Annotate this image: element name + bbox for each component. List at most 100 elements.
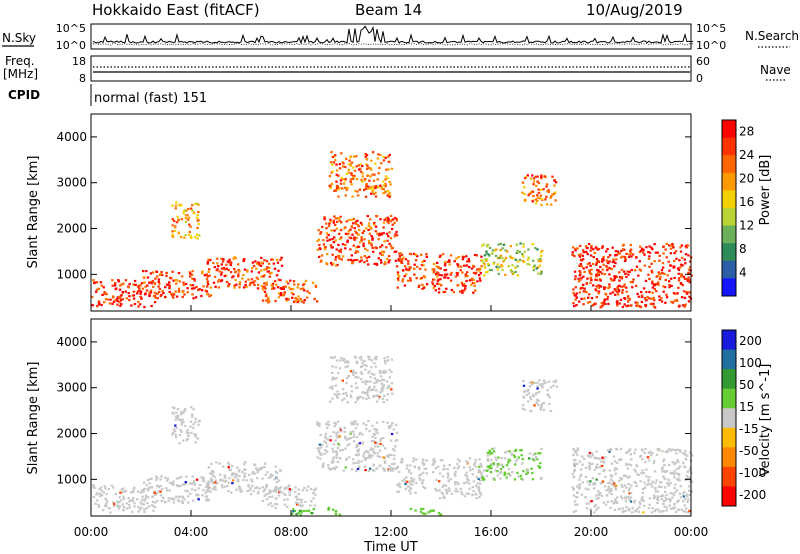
heatmap-cell [675,257,678,260]
heatmap-cell [367,166,370,169]
heatmap-cell [408,469,411,472]
heatmap-cell [279,279,282,282]
heatmap-cell [360,238,363,241]
heatmap-cell [539,194,543,197]
heatmap-cell [385,398,389,401]
heatmap-cell [227,268,230,272]
heatmap-cell [667,463,671,466]
heatmap-cell [194,489,197,492]
heatmap-cell [675,478,679,481]
heatmap-cell [363,255,366,258]
heatmap-cell [628,298,631,301]
heatmap-cell [589,456,592,459]
heatmap-cell [338,187,341,190]
heatmap-cell [665,256,668,259]
heatmap-cell [614,293,617,296]
heatmap-cell [264,287,267,290]
heatmap-cell [577,277,580,280]
heatmap-cell [478,458,481,461]
heatmap-cell [136,292,139,295]
heatmap-cell [588,451,592,455]
heatmap-cell [536,199,539,202]
heatmap-cell [190,488,194,491]
heatmap-cell [155,270,159,273]
heatmap-cell [688,469,691,472]
heatmap-cell [111,302,114,305]
heatmap-cell [436,465,440,468]
heatmap-cell [421,459,425,462]
heatmap-cell [184,234,187,237]
heatmap-cell [177,219,180,222]
heatmap-cell [551,193,554,196]
heatmap-cell [431,283,435,286]
heatmap-cell [398,255,402,258]
heatmap-cell [456,490,459,493]
heatmap-cell [143,510,146,514]
heatmap-cell [348,159,351,162]
colorbar-tick-label: -15 [739,422,759,436]
heatmap-cell [439,472,442,475]
heatmap-cell [279,287,282,290]
heatmap-cell [680,296,684,299]
heatmap-cell [357,233,360,236]
heatmap-cell [642,472,645,475]
heatmap-cell [654,508,657,511]
heatmap-cell [658,272,661,276]
heatmap-cell [480,255,483,258]
heatmap-cell [645,246,648,249]
heatmap-cell [533,381,536,384]
heatmap-cell [652,497,656,500]
heatmap-cell [669,247,673,250]
heatmap-cell [223,274,226,278]
heatmap-cell [98,488,101,491]
heatmap-cell [324,246,327,249]
heatmap-cell [648,459,651,462]
heatmap-cell [374,430,378,433]
heatmap-cell [346,233,349,236]
heatmap-cell [257,261,260,264]
heatmap-cell [596,260,600,263]
heatmap-cell [586,480,589,483]
heatmap-cell [316,300,319,303]
heatmap-cell [531,200,534,203]
heatmap-cell [587,242,591,246]
heatmap-cell [636,301,639,304]
heatmap-cell [279,293,282,297]
heatmap-cell [662,460,665,463]
heatmap-cell [245,285,248,288]
colorbar-swatch [722,260,736,279]
heatmap-cell [534,202,538,205]
heatmap-cell [421,260,424,263]
heatmap-cell [448,260,451,263]
heatmap-cell [322,243,326,246]
heatmap-cell [189,420,193,423]
heatmap-cell [283,487,286,491]
heatmap-cell [610,500,613,503]
heatmap-cell [598,466,601,469]
heatmap-cell [624,272,627,275]
heatmap-cell [607,485,611,488]
heatmap-cell [496,474,500,477]
heatmap-cell [209,477,213,480]
heatmap-cell [149,272,153,275]
heatmap-cell [511,272,514,276]
heatmap-cell [201,479,204,482]
heatmap-cell [374,441,377,444]
heatmap-cell [378,397,381,400]
heatmap-cell [352,421,355,424]
heatmap-cell [374,162,377,165]
heatmap-cell [327,423,331,426]
heatmap-cell [443,290,447,293]
heatmap-cell [574,298,577,301]
heatmap-cell [195,478,199,481]
colorbar-tick-label: 200 [739,334,762,348]
heatmap-cell [282,287,285,290]
heatmap-cell [420,253,423,256]
heatmap-cell [623,259,627,263]
heatmap-cell [345,376,349,380]
heatmap-cell [371,173,374,176]
heatmap-cell [335,377,338,380]
heatmap-cell [447,487,451,490]
heatmap-cell [453,260,456,263]
freq-tick-bottom: 8 [79,72,86,85]
